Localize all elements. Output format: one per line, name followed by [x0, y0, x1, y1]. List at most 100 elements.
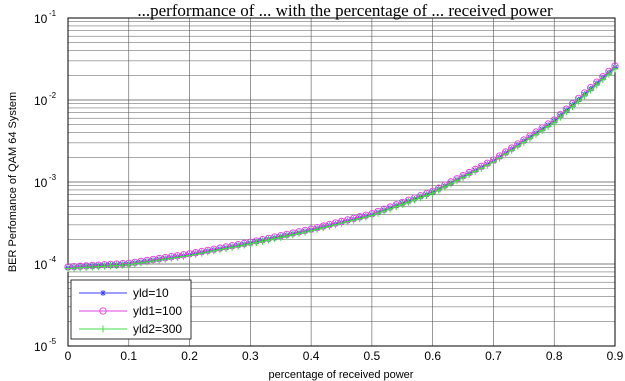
marker-plus [210, 247, 218, 255]
marker-plus [483, 161, 491, 169]
series-line [67, 68, 616, 270]
marker-plus [338, 219, 345, 227]
marker-plus [113, 261, 121, 269]
legend-label: yld2=300 [133, 322, 182, 336]
y-tick-base: 10 [34, 94, 48, 108]
marker-plus [76, 264, 84, 272]
marker-plus [216, 246, 224, 254]
marker-plus [107, 262, 115, 270]
y-tick-exponent: -3 [49, 173, 57, 182]
marker-circle [99, 307, 107, 315]
marker-plus [271, 235, 279, 243]
x-tick-label: 0.8 [546, 349, 563, 363]
x-tick-label: 0.6 [424, 349, 441, 363]
marker-plus [240, 241, 248, 249]
x-axis-label: percentage of received power [269, 369, 414, 381]
marker-plus [252, 239, 260, 247]
y-tick-base: 10 [34, 12, 48, 26]
chart-title: ...performance of ... with the percentag… [137, 1, 553, 20]
marker-plus [265, 236, 273, 244]
y-axis-label: BER Perfomance of QAM 64 System [7, 92, 19, 272]
marker-plus [502, 150, 510, 158]
marker-plus [325, 222, 333, 230]
y-tick-exponent: -5 [49, 337, 57, 346]
marker-plus [556, 113, 564, 121]
marker-plus [350, 216, 358, 224]
x-tick-label: 0.9 [607, 349, 624, 363]
marker-plus [289, 231, 297, 239]
marker-plus [508, 146, 516, 154]
plot-frame [67, 17, 616, 347]
marker-plus [581, 92, 589, 100]
marker-plus [398, 200, 406, 208]
marker-plus [234, 242, 242, 250]
marker-plus [88, 263, 96, 271]
y-tick-base: 10 [34, 258, 48, 272]
marker-plus [301, 228, 309, 236]
x-tick-label: 0.7 [485, 349, 502, 363]
marker-plus [143, 258, 151, 266]
legend-item: yld2=300 [79, 322, 182, 336]
marker-plus [331, 221, 339, 229]
y-tick-labels: 10-510-410-310-210-1 [34, 9, 57, 354]
x-tick-label: 0.5 [364, 349, 381, 363]
marker-plus [167, 254, 175, 262]
marker-plus [173, 253, 181, 261]
marker-plus [605, 70, 613, 78]
marker-plus [70, 264, 78, 272]
marker-plus [149, 257, 157, 265]
marker-plus [179, 252, 187, 260]
marker-plus [404, 198, 412, 206]
marker-plus [295, 229, 303, 237]
marker-plus [459, 174, 467, 182]
marker-plus [520, 138, 528, 146]
marker-plus [313, 225, 321, 233]
x-tick-label: 0.3 [242, 349, 259, 363]
marker-plus [131, 260, 139, 268]
marker-plus [562, 108, 570, 116]
x-tick-label: 0.2 [181, 349, 198, 363]
y-tick-exponent: -2 [49, 91, 57, 100]
series-layer [64, 62, 619, 273]
marker-plus [283, 232, 291, 240]
marker-plus [258, 237, 266, 245]
marker-star [100, 290, 106, 296]
legend-item: yld=10 [79, 286, 169, 300]
marker-plus [544, 123, 552, 131]
marker-plus [100, 262, 108, 270]
legend-item: yld1=100 [79, 304, 182, 318]
marker-plus [99, 325, 107, 333]
marker-plus [447, 180, 455, 188]
series-2 [64, 62, 619, 271]
marker-plus [228, 243, 236, 251]
legend-label: yld1=100 [133, 304, 182, 318]
marker-plus [94, 263, 102, 271]
x-tick-label: 0 [65, 349, 72, 363]
marker-plus [593, 81, 601, 89]
marker-plus [362, 213, 370, 221]
marker-plus [496, 154, 504, 162]
marker-plus [587, 86, 595, 94]
marker-plus [137, 259, 145, 267]
marker-plus [374, 209, 382, 217]
marker-plus [599, 76, 607, 84]
series-line [67, 66, 616, 269]
marker-plus [417, 194, 425, 202]
legend: yld=10 yld1=100 yld2=300 [70, 279, 192, 340]
marker-plus [471, 167, 479, 175]
y-tick-base: 10 [34, 340, 48, 354]
marker-plus [435, 186, 443, 194]
series-line [67, 65, 616, 268]
y-tick-exponent: -4 [49, 255, 57, 264]
x-tick-label: 0.4 [303, 349, 320, 363]
marker-plus [119, 261, 127, 269]
marker-plus [477, 164, 485, 172]
marker-plus [198, 249, 206, 257]
marker-plus [410, 196, 418, 204]
marker-plus [532, 130, 540, 138]
x-tick-label: 0.1 [120, 349, 137, 363]
marker-plus [392, 203, 400, 211]
marker-plus [161, 255, 169, 263]
legend-label: yld=10 [133, 286, 169, 300]
series-3 [64, 65, 619, 273]
